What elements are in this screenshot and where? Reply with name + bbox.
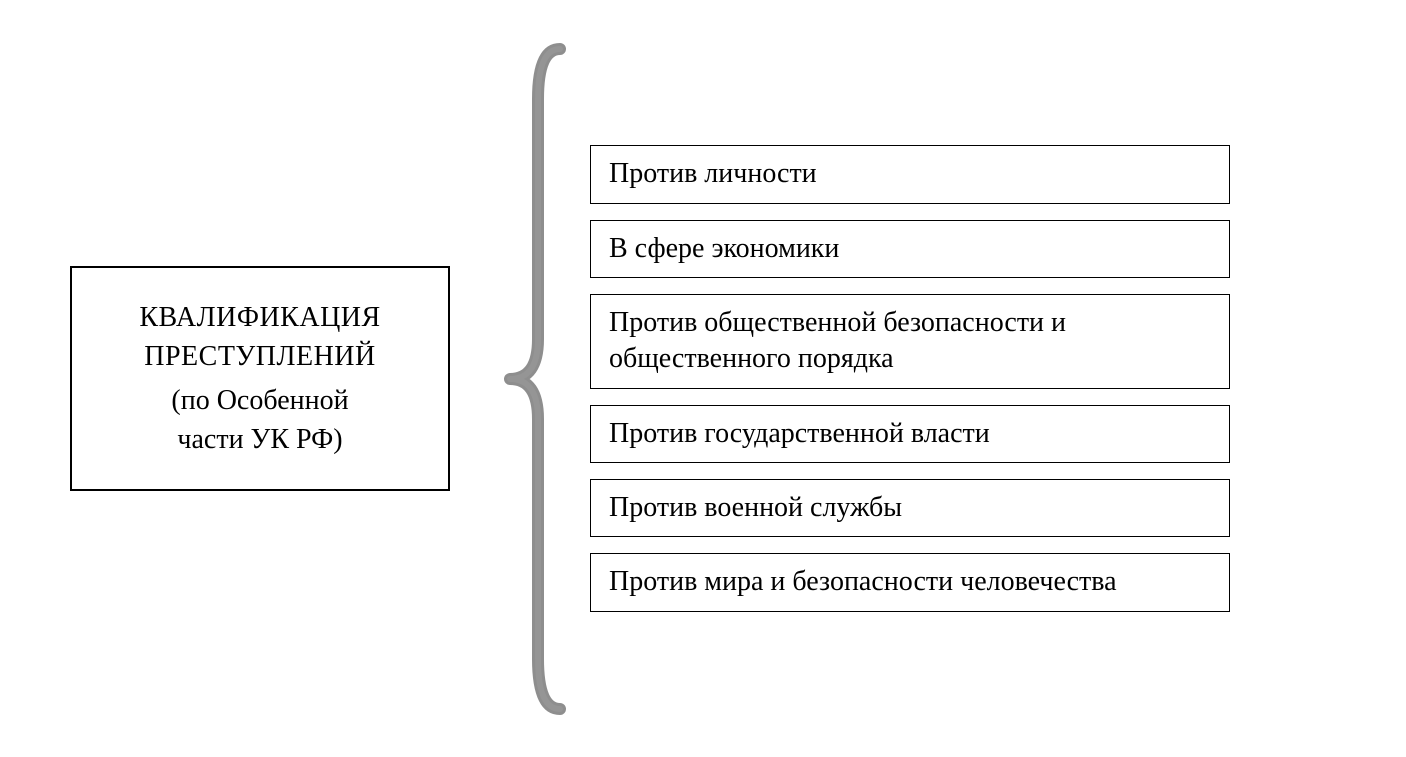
root-subtitle: (по Особенной части УК РФ) (112, 381, 408, 459)
item-label: Против личности (609, 158, 817, 189)
item-label: Против военной службы (609, 492, 902, 523)
item-box: В сфере экономики (590, 220, 1230, 278)
diagram-container: КВАЛИФИКАЦИЯ ПРЕСТУПЛЕНИЙ (по Особенной … (0, 0, 1406, 757)
item-box: Против мира и безопасности человечества (590, 553, 1230, 611)
item-label: Против общественной безопасности и общес… (609, 307, 1066, 374)
brace-icon (500, 39, 570, 719)
root-title: КВАЛИФИКАЦИЯ ПРЕСТУПЛЕНИЙ (112, 298, 408, 376)
root-subtitle-line1: (по Особенной (112, 381, 408, 420)
item-box: Против государственной власти (590, 405, 1230, 463)
item-label: В сфере экономики (609, 233, 839, 264)
item-label: Против мира и безопасности человечества (609, 566, 1117, 597)
item-box: Против военной службы (590, 479, 1230, 537)
item-box: Против общественной безопасности и общес… (590, 294, 1230, 389)
item-box: Против личности (590, 145, 1230, 203)
items-container: Против личности В сфере экономики Против… (590, 145, 1230, 612)
root-box: КВАЛИФИКАЦИЯ ПРЕСТУПЛЕНИЙ (по Особенной … (70, 266, 450, 491)
item-label: Против государственной власти (609, 418, 990, 449)
root-title-line1: КВАЛИФИКАЦИЯ (112, 298, 408, 337)
root-subtitle-line2: части УК РФ) (112, 420, 408, 459)
brace-connector (500, 39, 570, 719)
root-title-line2: ПРЕСТУПЛЕНИЙ (112, 337, 408, 376)
